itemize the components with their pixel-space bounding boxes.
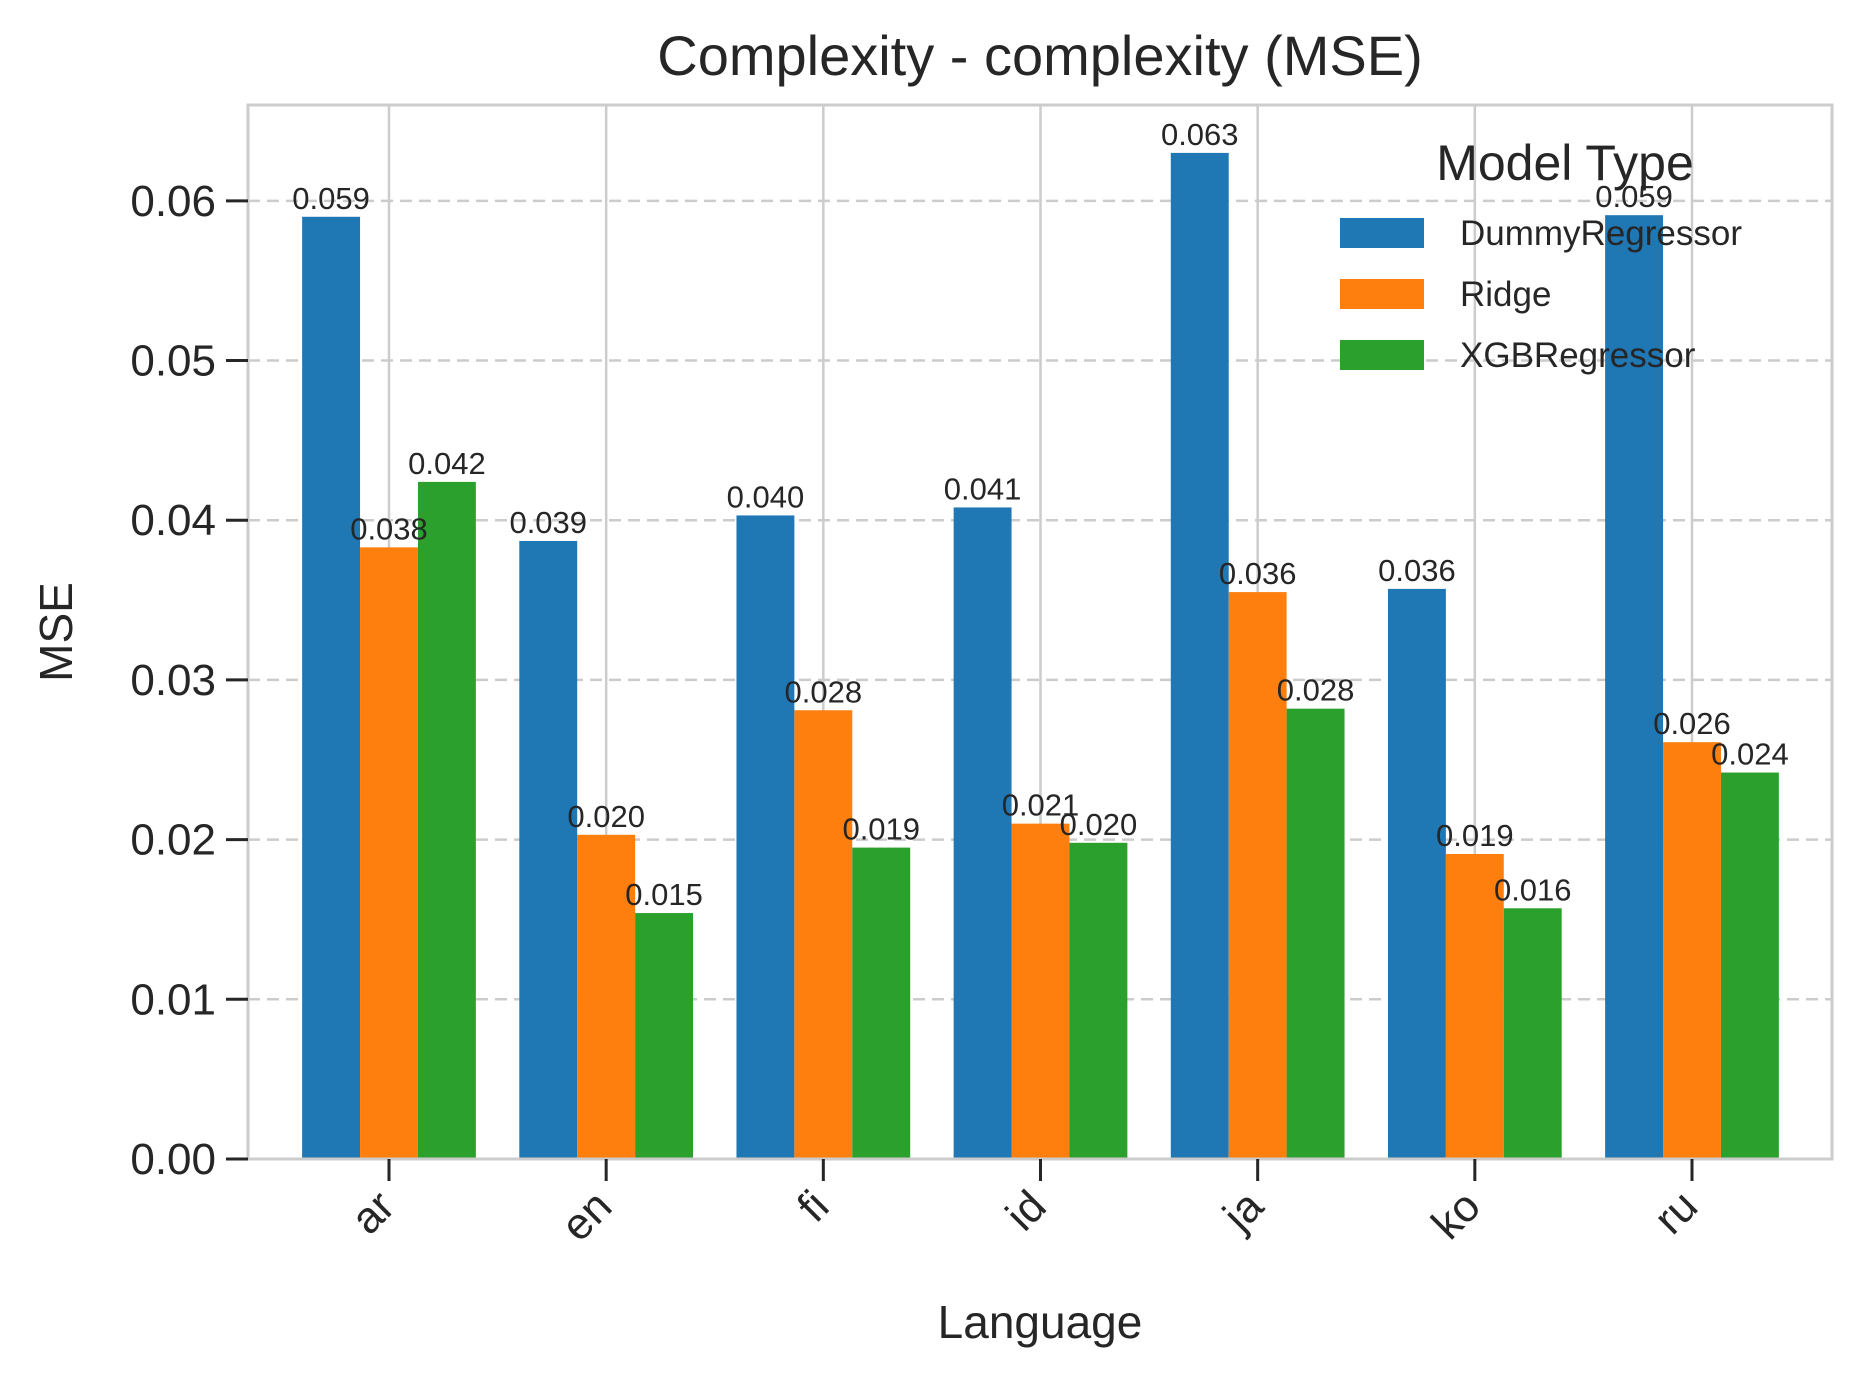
bar-XGBRegressor-en <box>635 913 694 1159</box>
bar-Ridge-fi <box>794 710 853 1159</box>
bar-value-label: 0.019 <box>1436 818 1514 853</box>
bar-value-label: 0.015 <box>625 877 703 912</box>
x-tick-label-ja: ja <box>1212 1181 1273 1242</box>
bar-value-label: 0.028 <box>785 674 863 709</box>
x-tick-label-ar: ar <box>342 1181 404 1243</box>
legend-title: Model Type <box>1436 135 1694 191</box>
bar-Ridge-ru <box>1663 742 1721 1159</box>
chart-title: Complexity - complexity (MSE) <box>657 24 1422 87</box>
bar-XGBRegressor-ar <box>417 481 476 1159</box>
bar-XGBRegressor-fi <box>852 847 911 1159</box>
bar-Ridge-ko <box>1445 853 1504 1159</box>
bar-value-label: 0.041 <box>944 471 1022 506</box>
legend-label-XGBRegressor: XGBRegressor <box>1460 336 1696 375</box>
bar-value-label: 0.026 <box>1653 706 1731 741</box>
bar-Ridge-en <box>577 834 636 1159</box>
bar-value-labels: 0.059 0.039 0.040 0.041 0.063 0.036 0.059 0.038… <box>292 117 1788 912</box>
x-tick-label-en: en <box>552 1181 621 1250</box>
bar-Ridge-ar <box>360 547 418 1159</box>
y-tick-label: 0.02 <box>130 816 216 865</box>
y-tick-label: 0.05 <box>130 337 216 386</box>
y-tick-label: 0.01 <box>130 975 216 1024</box>
bar-DummyRegressor-en <box>519 540 578 1159</box>
x-axis-label: Language <box>938 1296 1143 1348</box>
bar-XGBRegressor-ru <box>1720 772 1779 1159</box>
bar-value-label: 0.036 <box>1378 553 1456 588</box>
bar-Ridge-id <box>1011 823 1070 1159</box>
x-tick-label-ru: ru <box>1645 1181 1707 1243</box>
bar-value-label: 0.021 <box>1002 788 1080 823</box>
bar-value-label: 0.059 <box>292 181 370 216</box>
y-tick-label: 0.00 <box>130 1135 216 1184</box>
bar-value-label: 0.019 <box>842 812 920 847</box>
bar-value-label: 0.020 <box>1060 807 1138 842</box>
x-tick-label-fi: fi <box>788 1181 838 1231</box>
bar-XGBRegressor-id <box>1069 842 1128 1159</box>
legend-swatch-Ridge <box>1340 279 1424 309</box>
bar-value-label: 0.042 <box>408 446 486 481</box>
legend-swatch-XGBRegressor <box>1340 340 1424 370</box>
x-tick-label-id: id <box>997 1181 1056 1240</box>
bar-value-label: 0.059 <box>1595 179 1673 214</box>
bar-value-label: 0.036 <box>1219 556 1297 591</box>
x-tick-label-ko: ko <box>1422 1181 1490 1249</box>
bars <box>302 152 1779 1160</box>
y-tick-label: 0.04 <box>130 496 216 545</box>
bar-value-label: 0.024 <box>1711 737 1789 772</box>
bar-DummyRegressor-ja <box>1170 152 1229 1160</box>
y-tick-label: 0.06 <box>130 177 216 226</box>
y-axis-label: MSE <box>30 582 82 682</box>
bar-value-label: 0.040 <box>727 479 805 514</box>
bar-Ridge-ja <box>1228 592 1287 1159</box>
bar-XGBRegressor-ja <box>1286 708 1345 1159</box>
bar-value-label: 0.063 <box>1161 117 1239 152</box>
bar-value-label: 0.039 <box>509 505 587 540</box>
bar-XGBRegressor-ko <box>1503 908 1562 1159</box>
bar-DummyRegressor-ar <box>302 216 361 1160</box>
legend-label-Ridge: Ridge <box>1460 275 1551 314</box>
bar-value-label: 0.020 <box>567 799 645 834</box>
legend-label-DummyRegressor: DummyRegressor <box>1460 214 1742 253</box>
y-tick-label: 0.03 <box>130 656 216 705</box>
bar-value-label: 0.028 <box>1277 673 1355 708</box>
bar-DummyRegressor-fi <box>736 515 795 1159</box>
legend: Model Type DummyRegressor Ridge XGBRegresso… <box>1340 135 1742 375</box>
bar-DummyRegressor-ru <box>1605 215 1664 1159</box>
bar-value-label: 0.038 <box>350 511 428 546</box>
bar-DummyRegressor-ko <box>1387 588 1446 1159</box>
bar-DummyRegressor-id <box>953 507 1012 1159</box>
legend-swatch-DummyRegressor <box>1340 218 1424 248</box>
bar-value-label: 0.016 <box>1494 872 1572 907</box>
